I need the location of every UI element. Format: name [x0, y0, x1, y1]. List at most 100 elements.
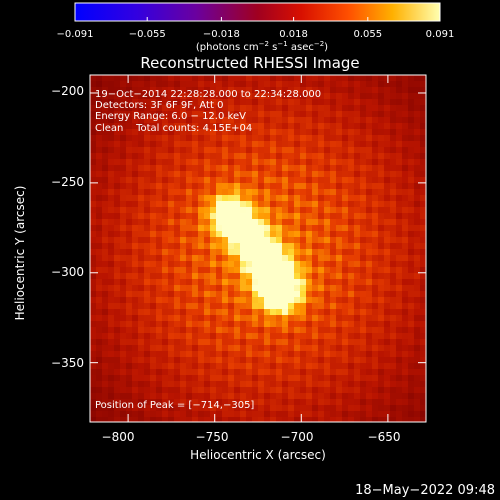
heatmap-cell: [180, 147, 187, 154]
heatmap-cell: [384, 381, 391, 388]
heatmap-cell: [420, 219, 426, 226]
heatmap-cell: [258, 363, 265, 370]
heatmap-cell: [252, 399, 259, 406]
heatmap-cell: [228, 195, 235, 202]
heatmap-cell: [270, 279, 277, 286]
heatmap-cell: [96, 189, 103, 196]
heatmap-cell: [354, 207, 361, 214]
heatmap-cell: [246, 111, 253, 118]
heatmap-cell: [180, 105, 187, 112]
heatmap-cell: [252, 189, 259, 196]
heatmap-cell: [294, 363, 301, 370]
heatmap-cell: [348, 291, 355, 298]
heatmap-cell: [174, 243, 181, 250]
heatmap-cell: [162, 309, 169, 316]
heatmap-cell: [384, 267, 391, 274]
heatmap-cell: [132, 171, 139, 178]
heatmap-cell: [138, 237, 145, 244]
heatmap-cell: [162, 87, 169, 94]
heatmap-cell: [366, 243, 373, 250]
heatmap-cell: [162, 303, 169, 310]
heatmap-cell: [222, 75, 229, 82]
heatmap-cell: [180, 291, 187, 298]
heatmap-cell: [294, 231, 301, 238]
heatmap-cell: [168, 249, 175, 256]
heatmap-cell: [240, 375, 247, 382]
heatmap-cell: [222, 273, 229, 280]
heatmap-cell: [264, 303, 271, 310]
heatmap-cell: [354, 255, 361, 262]
heatmap-cell: [324, 219, 331, 226]
heatmap-cell: [150, 165, 157, 172]
heatmap-cell: [174, 249, 181, 256]
heatmap-cell: [396, 141, 403, 148]
heatmap-cell: [210, 225, 217, 232]
heatmap-cell: [312, 243, 319, 250]
heatmap-cell: [216, 75, 223, 82]
heatmap-cell: [276, 297, 283, 304]
heatmap-cell: [378, 291, 385, 298]
heatmap-cell: [240, 381, 247, 388]
heatmap-cell: [342, 135, 349, 142]
heatmap-cell: [300, 123, 307, 130]
heatmap-cell: [390, 75, 397, 82]
heatmap-cell: [102, 81, 109, 88]
heatmap-cell: [306, 147, 313, 154]
heatmap-cell: [414, 141, 421, 148]
heatmap-cell: [318, 249, 325, 256]
heatmap-cell: [168, 399, 175, 406]
heatmap-cell: [294, 213, 301, 220]
heatmap-cell: [168, 99, 175, 106]
heatmap-cell: [108, 345, 115, 352]
heatmap-cell: [330, 297, 337, 304]
heatmap-cell: [270, 405, 277, 412]
heatmap-cell: [354, 177, 361, 184]
axis-ticks: [90, 75, 426, 422]
heatmap-cell: [198, 165, 205, 172]
heatmap-cell: [390, 405, 397, 412]
heatmap-cell: [402, 273, 409, 280]
heatmap-cell: [372, 189, 379, 196]
heatmap-cell: [270, 255, 277, 262]
heatmap-cell: [420, 327, 426, 334]
heatmap-cell: [180, 399, 187, 406]
heatmap-cell: [372, 159, 379, 166]
heatmap-cell: [126, 189, 133, 196]
heatmap-cell: [210, 123, 217, 130]
heatmap-cell: [336, 159, 343, 166]
heatmap-cell: [378, 273, 385, 280]
heatmap-cell: [330, 165, 337, 172]
heatmap-cell: [252, 195, 259, 202]
heatmap-cell: [198, 135, 205, 142]
heatmap-cell: [180, 171, 187, 178]
heatmap-cell: [210, 333, 217, 340]
heatmap-cell: [90, 117, 97, 124]
heatmap-cell: [264, 81, 271, 88]
heatmap-cell: [342, 201, 349, 208]
heatmap-cell: [102, 159, 109, 166]
heatmap-cell: [276, 387, 283, 394]
heatmap-cell: [192, 141, 199, 148]
heatmap-cell: [108, 123, 115, 130]
heatmap-cell: [204, 321, 211, 328]
heatmap-cell: [132, 237, 139, 244]
heatmap-cell: [150, 153, 157, 160]
heatmap-cell: [198, 255, 205, 262]
heatmap-cell: [114, 297, 121, 304]
heatmap-cell: [144, 243, 151, 250]
heatmap-cell: [342, 159, 349, 166]
heatmap-cell: [150, 219, 157, 226]
heatmap-cell: [402, 285, 409, 292]
heatmap-cell: [210, 375, 217, 382]
heatmap-cell: [132, 405, 139, 412]
heatmap-cell: [102, 381, 109, 388]
heatmap-cell: [144, 135, 151, 142]
heatmap-cell: [366, 285, 373, 292]
heatmap-cell: [348, 375, 355, 382]
heatmap-cell: [234, 87, 241, 94]
heatmap-cell: [114, 159, 121, 166]
heatmap-cell: [108, 93, 115, 100]
heatmap-cell: [414, 87, 421, 94]
heatmap-cell: [348, 135, 355, 142]
heatmap-cell: [126, 231, 133, 238]
